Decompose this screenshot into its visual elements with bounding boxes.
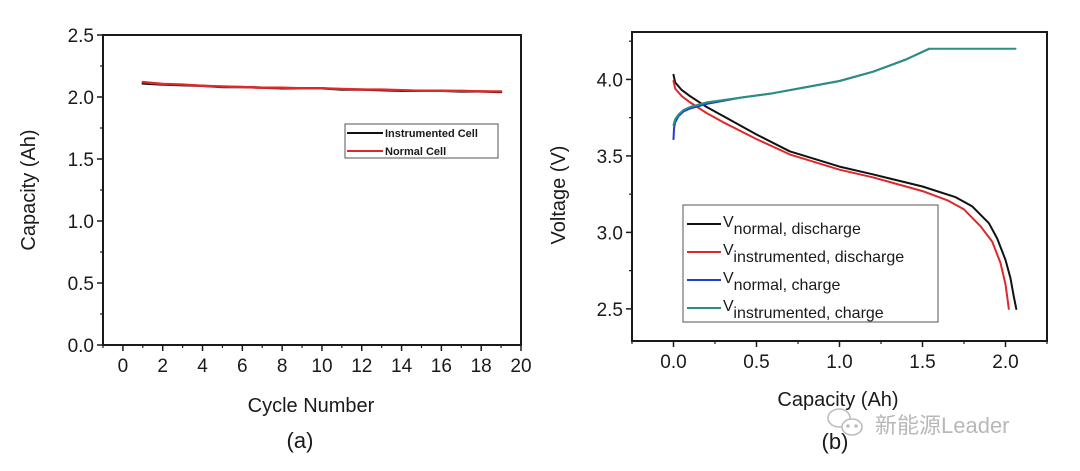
plot-frame-a	[102, 34, 522, 346]
axis-ticks-a: 0 2 4 6 8 10 12 14 16 18 20 0.0 0.5 1.0 1.5 2.0 2.5	[68, 26, 532, 377]
legend-symbol: V	[723, 270, 734, 287]
x-tick-label: 20	[510, 356, 531, 377]
x-tick-label: 1.0	[826, 352, 852, 373]
legend-label-normal-charge: Vnormal, charge	[723, 270, 840, 294]
legend-label-normal-cell: Normal Cell	[385, 146, 446, 158]
x-tick-label: 8	[277, 356, 288, 377]
y-tick-label: 0.5	[68, 274, 94, 295]
y-tick-label: 2.0	[68, 88, 94, 109]
watermark: 新能源Leader	[827, 408, 1010, 438]
legend-subscript: instrumented, charge	[733, 305, 883, 322]
x-tick-label: 1.5	[909, 352, 935, 373]
x-tick-label: 14	[391, 356, 413, 377]
y-tick-label: 2.5	[597, 300, 623, 321]
legend-label-instrumented-charge: Vinstrumented, charge	[723, 298, 884, 322]
legend-a: Instrumented Cell Normal Cell	[344, 123, 499, 159]
y-tick-label: 3.5	[597, 147, 623, 168]
y-axis-label-a: Capacity (Ah)	[18, 129, 40, 250]
x-tick-label: 2	[157, 356, 168, 377]
x-axis-label-a: Cycle Number	[248, 395, 375, 417]
y-tick-label: 1.0	[68, 212, 94, 233]
panel-label-a: (a)	[287, 428, 314, 453]
axis-ticks-b: 0.0 0.5 1.0 1.5 2.0 2.5 3.0 3.5 4.0	[597, 40, 1048, 373]
y-tick-label: 2.5	[68, 26, 94, 47]
y-tick-label: 1.5	[68, 150, 94, 171]
y-axis-label-b: Voltage (V)	[548, 146, 570, 245]
legend-box-a	[344, 123, 499, 159]
x-tick-label: 4	[197, 356, 208, 377]
series-line-normal-cell	[141, 80, 503, 93]
x-axis-label-b: Capacity (Ah)	[777, 389, 898, 411]
legend-box-b	[682, 204, 939, 323]
x-tick-label: 12	[351, 356, 372, 377]
y-tick-label: 3.0	[597, 223, 623, 244]
series-line-v-normal-charge	[672, 47, 931, 141]
plot-area-b	[672, 47, 1018, 310]
wechat-icon	[827, 408, 863, 436]
x-tick-label: 2.0	[992, 352, 1018, 373]
legend-label-normal-discharge: Vnormal, discharge	[723, 214, 861, 238]
panel-label-b: (b)	[822, 429, 849, 454]
y-tick-label: 0.0	[68, 336, 94, 357]
chart-panel-b: 0.0 0.5 1.0 1.5 2.0 2.5 3.0 3.5 4.0 Vnormal, dis…	[548, 31, 1048, 454]
legend-symbol: V	[723, 214, 734, 231]
x-tick-label: 0.0	[660, 352, 686, 373]
legend-symbol: V	[723, 242, 734, 259]
x-tick-label: 0.5	[743, 352, 769, 373]
plot-area-a	[141, 80, 503, 94]
chart-panel-a: 0 2 4 6 8 10 12 14 16 18 20 0.0 0.5 1.0 1.5 2.0 2.5 Inst…	[18, 26, 532, 453]
legend-subscript: normal, charge	[734, 277, 841, 294]
legend-symbol: V	[723, 298, 734, 315]
series-line-v-instrumented-discharge	[672, 80, 1010, 310]
series-line-v-instrumented-charge	[672, 47, 1017, 127]
x-tick-label: 18	[471, 356, 492, 377]
y-tick-label: 4.0	[597, 70, 623, 91]
series-line-v-normal-discharge	[672, 73, 1018, 310]
legend-subscript: instrumented, discharge	[733, 249, 904, 266]
legend-label-instrumented-cell: Instrumented Cell	[385, 128, 478, 140]
legend-label-instrumented-discharge: Vinstrumented, discharge	[723, 242, 904, 266]
watermark-text: 新能源Leader	[875, 413, 1010, 438]
x-tick-label: 0	[118, 356, 129, 377]
x-tick-label: 16	[431, 356, 452, 377]
legend-subscript: normal, discharge	[734, 221, 861, 238]
x-tick-label: 10	[311, 356, 332, 377]
x-tick-label: 6	[237, 356, 248, 377]
